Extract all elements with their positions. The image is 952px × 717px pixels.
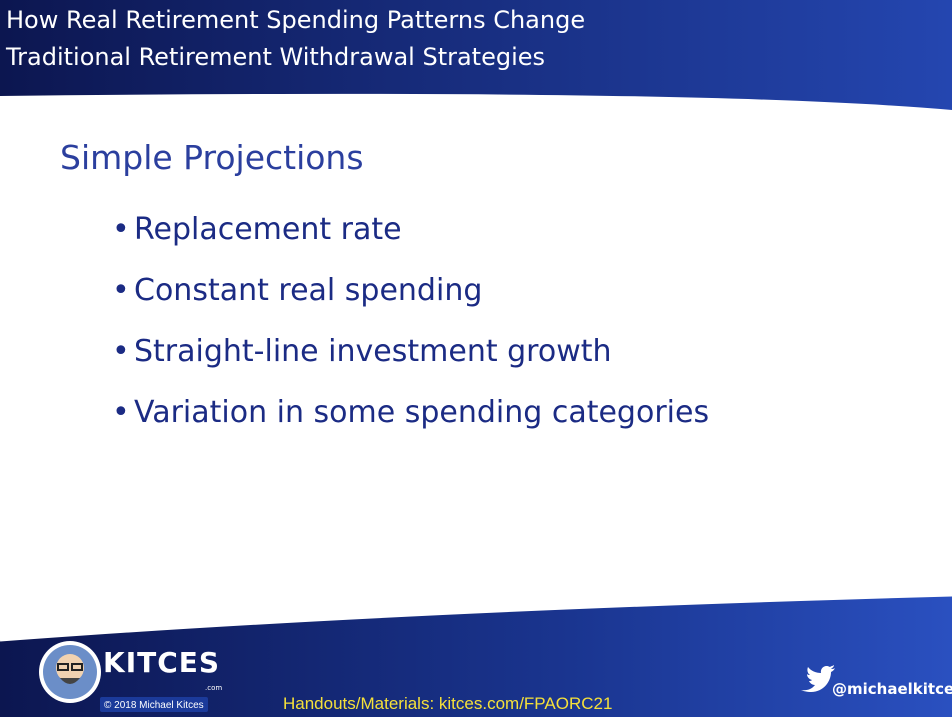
- copyright: © 2018 Michael Kitces: [104, 700, 204, 711]
- logo-sub: .com: [205, 684, 222, 692]
- header-title: How Real Retirement Spending Patterns Ch…: [6, 6, 585, 34]
- slide: How Real Retirement Spending Patterns Ch…: [0, 0, 952, 717]
- slide-title: Simple Projections: [60, 138, 364, 177]
- bullet: Constant real spending: [112, 273, 482, 308]
- handouts-link: Handouts/Materials: kitces.com/FPAORC21: [283, 694, 612, 714]
- logo-text: KITCES: [103, 646, 220, 679]
- bullet: Variation in some spending categories: [112, 395, 709, 430]
- twitter-handle: @michaelkitces: [832, 680, 952, 698]
- bullet: Replacement rate: [112, 212, 402, 247]
- header-title: Traditional Retirement Withdrawal Strate…: [6, 43, 545, 71]
- bullet: Straight-line investment growth: [112, 334, 612, 369]
